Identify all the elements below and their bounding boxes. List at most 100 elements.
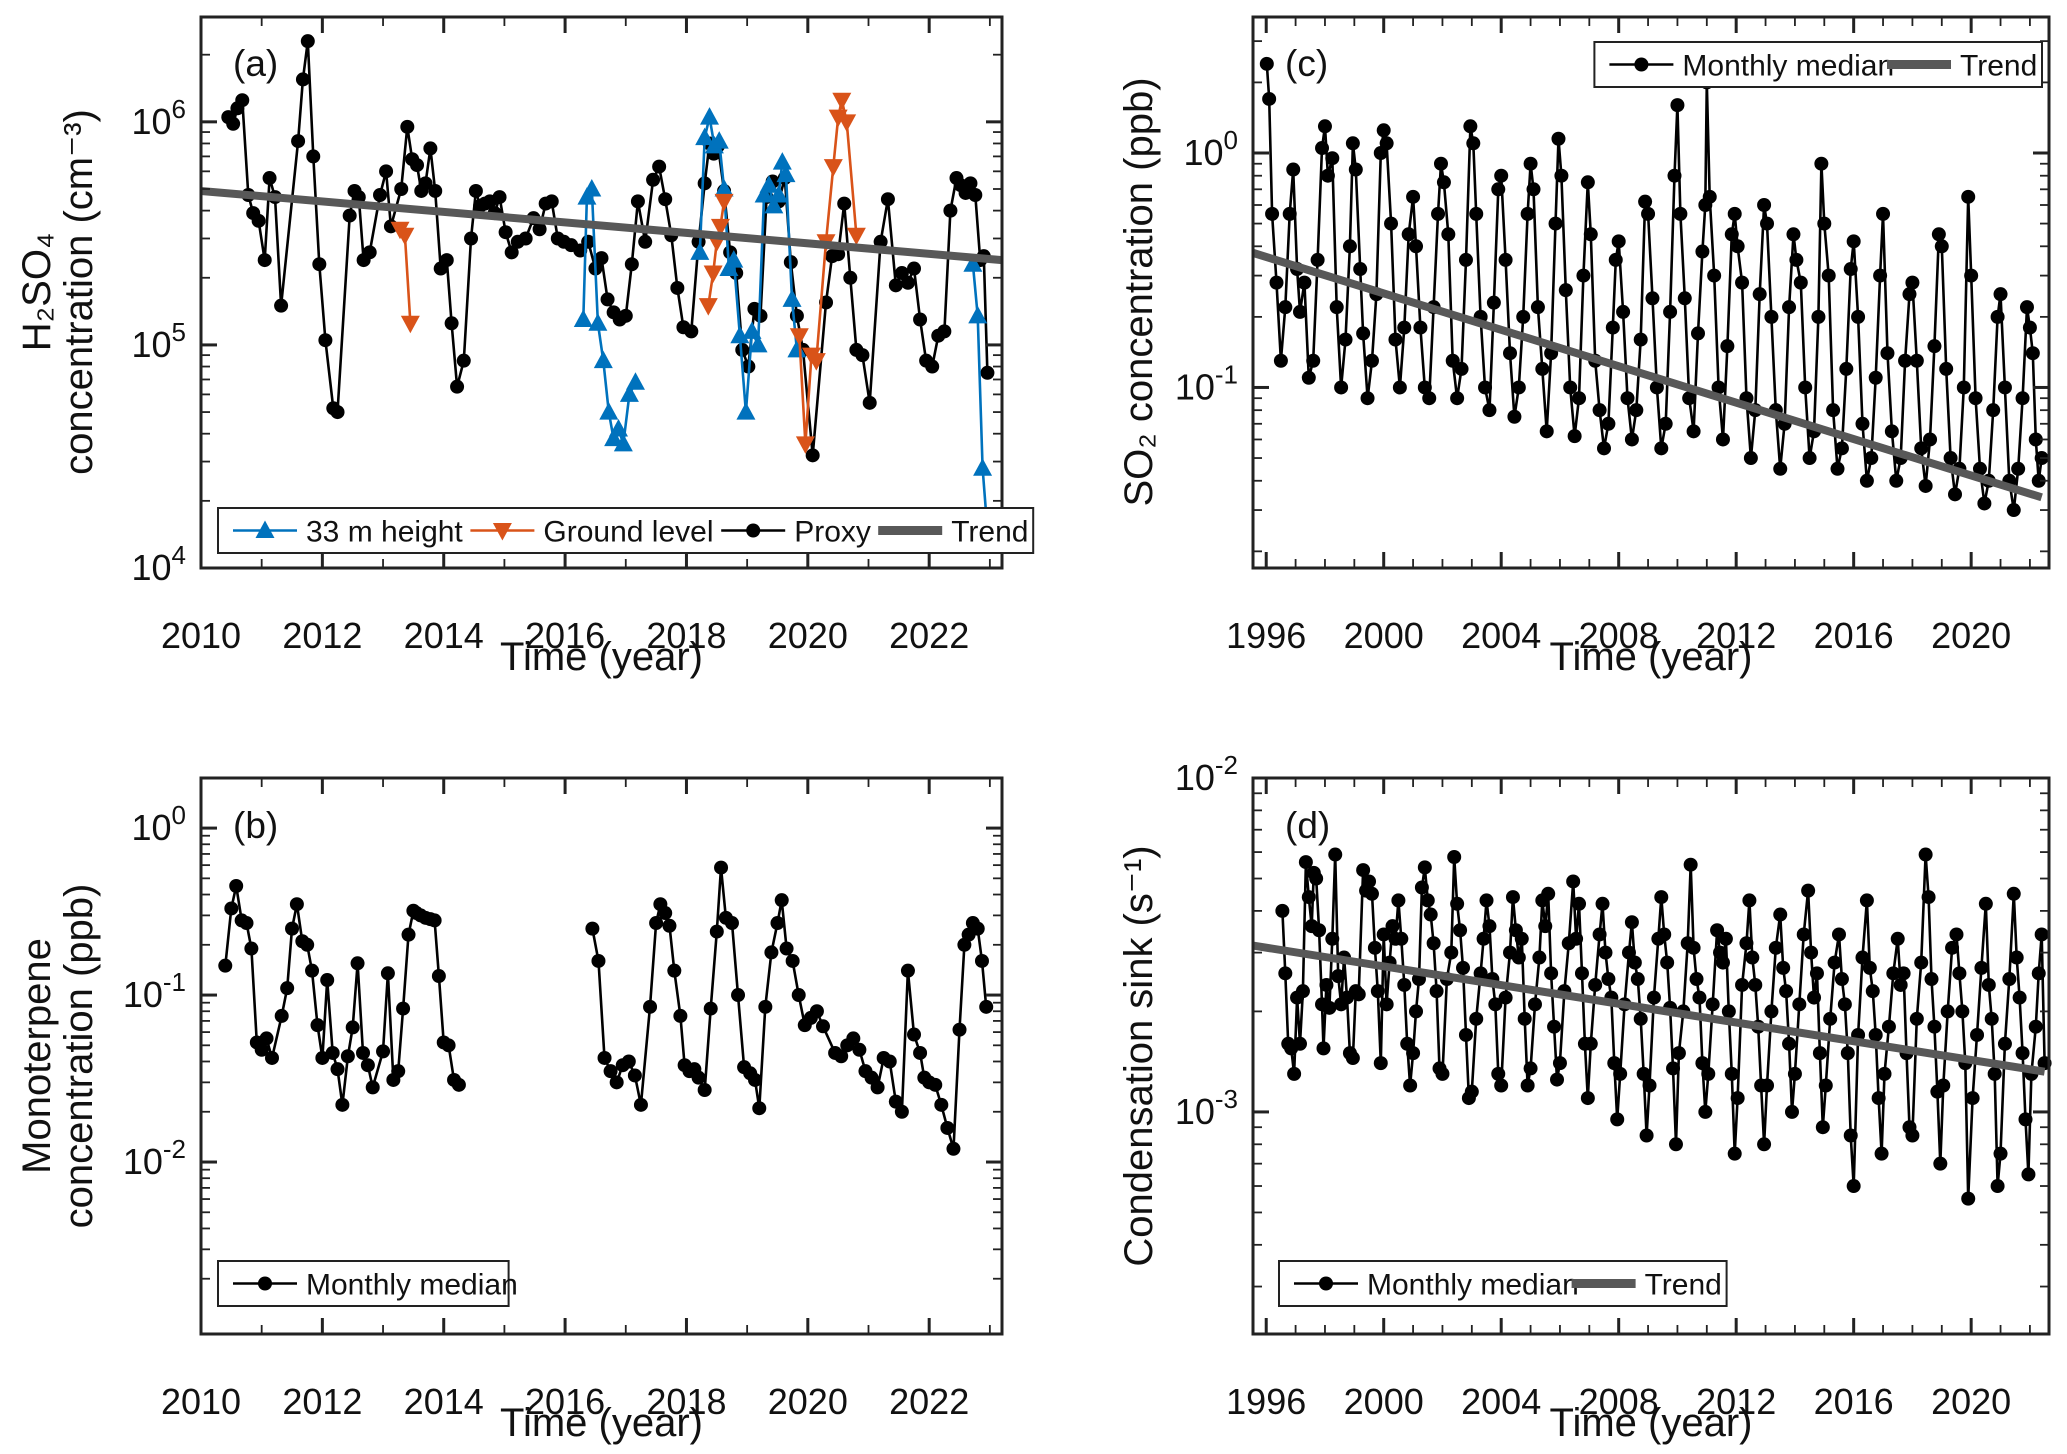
axis-ticks — [199, 17, 1002, 570]
marker-median — [1886, 966, 1901, 981]
marker-median — [376, 1044, 391, 1059]
marker-h33 — [759, 175, 779, 193]
marker-median — [1530, 300, 1545, 315]
marker-median — [1385, 919, 1400, 934]
marker-median — [1902, 287, 1917, 302]
marker-proxy — [373, 187, 388, 202]
axis-ticks — [1253, 776, 2049, 1334]
marker-h33 — [973, 458, 993, 476]
marker-median — [1931, 227, 1946, 242]
marker-median — [1435, 1066, 1450, 1081]
y-tick-label: 100 — [131, 800, 186, 848]
marker-median — [1441, 227, 1456, 242]
marker-median — [2021, 1167, 2036, 1182]
marker-median — [325, 1045, 340, 1060]
marker-median — [1752, 287, 1767, 302]
marker-median — [1757, 198, 1772, 213]
marker-proxy — [518, 231, 533, 246]
marker-median — [1724, 1066, 1739, 1081]
legend-box — [217, 1260, 510, 1307]
marker-median — [1526, 182, 1541, 197]
marker-median — [1278, 966, 1293, 981]
marker-h33 — [742, 321, 762, 339]
marker-median — [1636, 1066, 1651, 1081]
marker-median — [1456, 960, 1471, 975]
marker-proxy — [312, 257, 327, 272]
marker-proxy — [342, 208, 357, 223]
marker-median — [1873, 268, 1888, 283]
marker-median — [809, 1004, 824, 1019]
marker-median — [1715, 955, 1730, 970]
marker-median — [1843, 262, 1858, 277]
marker-median — [1705, 997, 1720, 1012]
marker-median — [1649, 380, 1664, 395]
marker-median — [1413, 320, 1428, 335]
marker-median — [1473, 966, 1488, 981]
marker-median — [1420, 893, 1435, 908]
marker-h33 — [604, 428, 624, 447]
marker-median — [1921, 890, 1936, 905]
marker-h33 — [613, 433, 633, 452]
marker-h33 — [764, 195, 784, 214]
marker-median — [1505, 890, 1520, 905]
x-tick-label: 2000 — [1344, 615, 1424, 656]
marker-h33 — [776, 164, 796, 183]
marker-median — [1961, 189, 1976, 204]
marker-median — [673, 1008, 688, 1023]
marker-median — [391, 1064, 406, 1079]
trend-line — [1252, 941, 2046, 1076]
marker-median — [1798, 380, 1813, 395]
marker-median — [1782, 300, 1797, 315]
marker-median — [952, 1022, 967, 1037]
legend-label: Trend — [1960, 50, 2037, 83]
marker-median — [1469, 206, 1484, 221]
marker-median — [1764, 309, 1779, 324]
series-h33 — [573, 107, 997, 530]
marker-proxy — [888, 278, 903, 293]
marker-median — [1292, 304, 1307, 319]
marker-median — [1450, 896, 1465, 911]
marker-h33 — [724, 250, 744, 268]
marker-median — [1503, 346, 1518, 361]
marker-ground — [795, 436, 815, 454]
marker-proxy — [652, 159, 667, 174]
marker-median — [621, 1054, 636, 1069]
marker-median — [1742, 893, 1757, 908]
marker-median — [1342, 239, 1357, 254]
x-tick-label: 2004 — [1461, 615, 1541, 656]
marker-median — [1450, 391, 1465, 406]
marker-median — [1843, 1128, 1858, 1143]
marker-median — [2018, 1112, 2033, 1127]
marker-median — [1592, 403, 1607, 418]
marker-median — [1514, 931, 1529, 946]
marker-median — [1322, 1000, 1337, 1015]
marker-median — [1735, 977, 1750, 992]
marker-h33 — [573, 309, 593, 328]
marker-proxy — [873, 234, 888, 249]
marker-median — [1977, 496, 1992, 511]
marker-median — [1351, 987, 1366, 1002]
marker-median — [1826, 403, 1841, 418]
marker-median — [1660, 955, 1675, 970]
marker-median — [1986, 403, 2001, 418]
panel-d: 1996 2000 2004 2008 2012 2016 2020 10-2 10-3 Time… — [1117, 750, 2052, 1445]
marker-median — [1520, 206, 1535, 221]
marker-median — [259, 1031, 274, 1046]
marker-median — [1796, 927, 1811, 942]
y-tick-label: 10-1 — [123, 967, 186, 1015]
y-tick-label: 105 — [131, 317, 186, 365]
marker-median — [1927, 339, 1942, 354]
marker-median — [1507, 409, 1522, 424]
series-line-ground — [706, 200, 726, 307]
y-tick-label: 10-2 — [1175, 750, 1238, 798]
marker-median — [1701, 1066, 1716, 1081]
marker-median — [1491, 182, 1506, 197]
marker-median — [1657, 927, 1672, 942]
marker-median — [1523, 156, 1538, 171]
legend-label: 33 m height — [306, 516, 463, 549]
marker-median — [1658, 416, 1673, 431]
marker-median — [1298, 855, 1313, 870]
marker-median — [1837, 997, 1852, 1012]
marker-median — [815, 1019, 830, 1034]
marker-median — [365, 1080, 380, 1095]
